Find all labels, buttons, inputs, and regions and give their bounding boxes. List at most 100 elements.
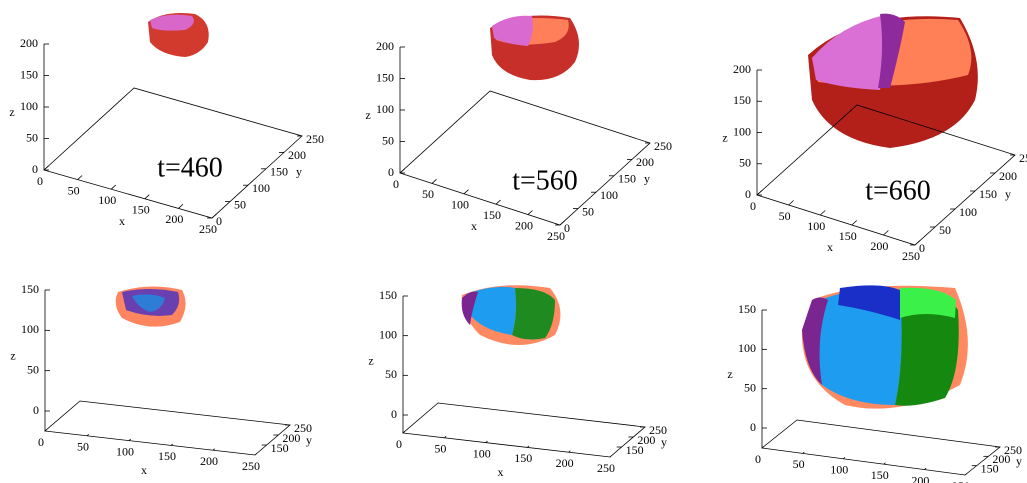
time-label: t=460 — [157, 152, 223, 183]
x-tick-label: 50 — [434, 442, 446, 456]
z-tick-label: 0 — [745, 187, 751, 201]
blob — [808, 13, 978, 149]
x-tick — [568, 450, 571, 453]
z-tick-label: 50 — [27, 362, 39, 376]
y-tick-label: 50 — [582, 204, 594, 218]
z-axis-label: z — [9, 105, 14, 119]
x-tick — [254, 453, 258, 456]
y-axis-label: y — [306, 433, 312, 447]
x-tick-label: 100 — [451, 198, 469, 212]
x-tick-label: 100 — [116, 444, 134, 458]
x-tick — [527, 210, 533, 215]
blob — [115, 286, 186, 327]
x-axis-label: x — [855, 481, 861, 483]
x-tick-label: 0 — [393, 177, 399, 191]
y-tick-label: 250 — [1004, 443, 1022, 457]
x-tick — [86, 433, 90, 437]
x-tick-label: 250 — [902, 249, 920, 263]
x-tick — [495, 199, 501, 205]
y-tick-label: 200 — [636, 155, 654, 169]
x-tick — [761, 446, 764, 449]
x-tick — [212, 448, 216, 451]
x-tick — [802, 451, 805, 454]
z-tick-label: 0 — [388, 165, 394, 179]
x-axis-label: x — [471, 219, 477, 233]
axis-box — [399, 90, 651, 226]
x-tick-label: 0 — [396, 437, 402, 451]
y-tick-label: 200 — [282, 431, 300, 445]
y-tick-label: 150 — [270, 165, 288, 179]
x-tick — [819, 210, 826, 216]
x-tick — [178, 204, 184, 209]
z-tick-label: 100 — [379, 327, 397, 341]
y-tick-label: 250 — [649, 423, 667, 437]
x-tick-label: 250 — [242, 459, 260, 473]
x-axis-label: x — [498, 465, 504, 479]
x-tick — [914, 240, 921, 246]
x-tick-label: 0 — [38, 435, 44, 449]
y-tick-label: 0 — [919, 241, 925, 255]
x-tick-label: 150 — [839, 229, 857, 243]
x-tick-label: 100 — [98, 193, 116, 207]
z-tick-label: 100 — [20, 99, 38, 113]
x-tick-label: 250 — [952, 479, 970, 483]
x-tick — [883, 230, 889, 236]
x-tick — [842, 457, 846, 460]
blob — [490, 15, 579, 81]
y-tick-label: 250 — [306, 132, 324, 146]
x-tick-label: 250 — [199, 222, 217, 236]
time-label: t=660 — [865, 175, 931, 206]
z-tick-label: 50 — [739, 156, 751, 170]
x-axis-label: x — [827, 240, 833, 254]
x-tick-label: 150 — [132, 203, 150, 217]
y-tick-label: 50 — [234, 197, 246, 211]
blob — [801, 285, 968, 409]
x-tick-label: 200 — [870, 239, 888, 253]
z-tick-label: 50 — [26, 130, 38, 144]
x-tick-label: 50 — [68, 183, 80, 197]
y-tick-label: 150 — [271, 441, 289, 455]
x-tick-label: 50 — [422, 187, 434, 201]
x-tick — [756, 190, 763, 196]
x-tick-label: 200 — [556, 456, 574, 470]
y-axis-label: y — [296, 165, 302, 179]
blob — [148, 13, 209, 57]
x-tick-label: 50 — [793, 457, 805, 471]
x-tick-label: 50 — [77, 440, 89, 454]
y-tick-label: 100 — [252, 181, 270, 195]
x-tick-label: 200 — [200, 454, 218, 468]
x-tick — [211, 213, 217, 219]
y-axis-label: y — [1005, 187, 1011, 201]
y-tick-label: 250 — [654, 139, 672, 153]
y-tick-label: 200 — [992, 452, 1010, 466]
z-axis-label: z — [727, 367, 732, 381]
z-tick-label: 0 — [391, 407, 397, 421]
z-tick-label: 100 — [733, 124, 751, 138]
x-tick — [399, 168, 405, 174]
x-tick-label: 50 — [779, 209, 791, 223]
y-tick-label: 200 — [999, 169, 1017, 183]
z-tick-label: 50 — [382, 133, 394, 147]
x-tick — [43, 165, 49, 171]
x-tick-label: 0 — [755, 452, 761, 466]
x-tick-label: 150 — [871, 468, 889, 482]
z-tick-label: 100 — [376, 102, 394, 116]
x-tick — [170, 443, 174, 446]
x-tick — [485, 440, 488, 443]
y-tick-label: 200 — [637, 433, 655, 447]
y-tick-label: 100 — [959, 205, 977, 219]
y-tick-label: 150 — [979, 187, 997, 201]
y-tick-label: 0 — [564, 221, 570, 235]
y-tick-label: 250 — [1019, 151, 1027, 165]
x-tick-label: 100 — [473, 446, 491, 460]
z-tick-label: 100 — [738, 341, 756, 355]
z-axis-label: z — [365, 108, 370, 122]
z-tick-label: 50 — [385, 367, 397, 381]
y-tick-label: 250 — [294, 421, 312, 435]
x-tick-label: 250 — [597, 461, 615, 475]
z-tick-label: 200 — [376, 39, 394, 53]
x-tick — [144, 194, 150, 200]
x-tick — [402, 431, 406, 434]
